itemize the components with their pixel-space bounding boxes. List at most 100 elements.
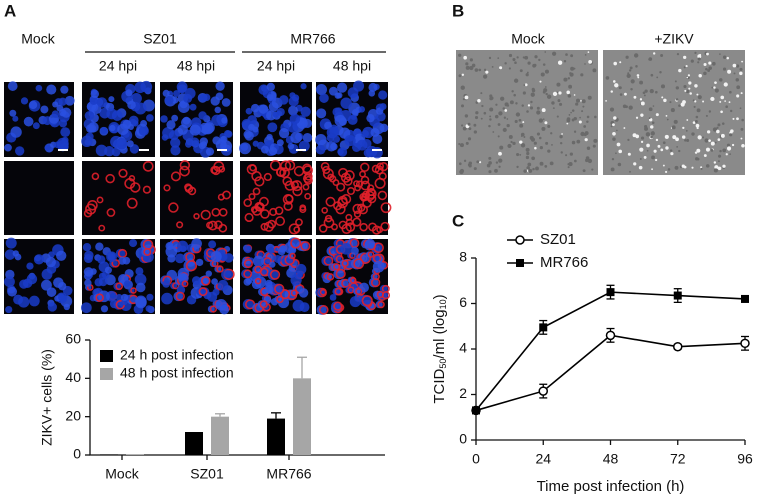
column-label: 24 hpi: [99, 58, 137, 74]
stain: [130, 287, 137, 294]
cell: [615, 152, 617, 155]
cell: [584, 54, 587, 56]
cell: [678, 104, 681, 107]
nucleus: [93, 293, 102, 303]
stain: [176, 221, 184, 229]
nucleus: [22, 278, 33, 288]
nucleus: [35, 84, 43, 92]
cell: [688, 87, 691, 90]
cell: [465, 62, 469, 66]
cell: [678, 68, 682, 73]
cell: [512, 141, 516, 146]
cell: [655, 138, 659, 142]
cell: [696, 148, 701, 153]
nucleus: [184, 87, 196, 99]
nucleus: [45, 256, 56, 268]
stain: [338, 167, 348, 178]
nucleus: [331, 263, 339, 271]
nucleus: [104, 266, 112, 274]
cell: [714, 81, 717, 85]
nucleus: [64, 95, 75, 106]
stain: [105, 173, 115, 184]
nucleus: [58, 281, 67, 291]
nucleus: [175, 253, 185, 264]
nucleus: [366, 114, 375, 123]
cell: [639, 80, 644, 85]
cell: [655, 113, 659, 117]
stain: [170, 171, 181, 182]
nucleus: [106, 251, 117, 263]
cell: [556, 91, 559, 94]
nucleus: [83, 267, 94, 277]
nucleus: [214, 106, 222, 114]
nucleus: [135, 282, 146, 293]
cell: [527, 61, 531, 65]
stain: [321, 207, 329, 214]
nucleus: [12, 250, 19, 257]
nucleus: [244, 131, 254, 141]
nucleus: [125, 89, 133, 97]
cell: [546, 94, 552, 99]
nucleus: [29, 100, 38, 110]
nucleus: [258, 84, 269, 95]
cell: [483, 74, 488, 79]
cell: [531, 156, 536, 161]
cell: [514, 119, 518, 124]
nucleus: [170, 145, 181, 156]
nucleus: [146, 114, 154, 122]
cell: [741, 118, 744, 122]
cell: [721, 122, 725, 125]
stain: [284, 180, 295, 191]
nucleus: [115, 248, 126, 259]
nucleus: [362, 138, 372, 149]
nucleus: [340, 242, 353, 255]
stain: [290, 289, 298, 297]
nucleus: [82, 243, 92, 252]
nucleus: [257, 300, 266, 309]
nucleus: [7, 286, 17, 297]
cell: [499, 145, 504, 150]
stain: [328, 175, 337, 183]
cell: [568, 162, 573, 167]
cell: [689, 92, 692, 95]
cell: [706, 52, 709, 56]
cell: [717, 160, 720, 163]
cell: [526, 166, 530, 170]
nucleus: [195, 258, 204, 267]
stain: [275, 216, 286, 227]
cell: [559, 136, 562, 139]
nucleus: [162, 280, 170, 288]
cell: [492, 131, 495, 133]
stain: [284, 160, 296, 171]
cell: [684, 89, 687, 92]
cell: [567, 94, 572, 98]
stain: [274, 283, 285, 295]
cell: [707, 69, 711, 72]
nucleus: [223, 270, 232, 278]
nucleus: [298, 140, 310, 152]
cell: [570, 54, 574, 58]
cell: [533, 141, 537, 145]
nucleus: [113, 282, 121, 291]
cell: [719, 149, 722, 153]
nucleus: [4, 249, 16, 260]
nucleus: [177, 124, 188, 135]
cell: [695, 115, 699, 119]
cell: [565, 154, 568, 157]
nucleus: [378, 90, 388, 100]
cell: [683, 84, 687, 89]
cell: [740, 127, 744, 131]
cell: [732, 117, 735, 120]
nucleus: [191, 238, 202, 249]
cell: [574, 159, 577, 163]
cell: [665, 170, 668, 174]
nucleus: [279, 95, 289, 105]
nucleus: [340, 97, 352, 109]
cell: [661, 96, 664, 99]
stain: [302, 163, 312, 174]
nucleus: [266, 133, 273, 141]
y-axis-label-part: 50: [438, 359, 448, 369]
cell: [656, 76, 659, 79]
stain: [355, 180, 364, 188]
nucleus: [185, 140, 192, 148]
